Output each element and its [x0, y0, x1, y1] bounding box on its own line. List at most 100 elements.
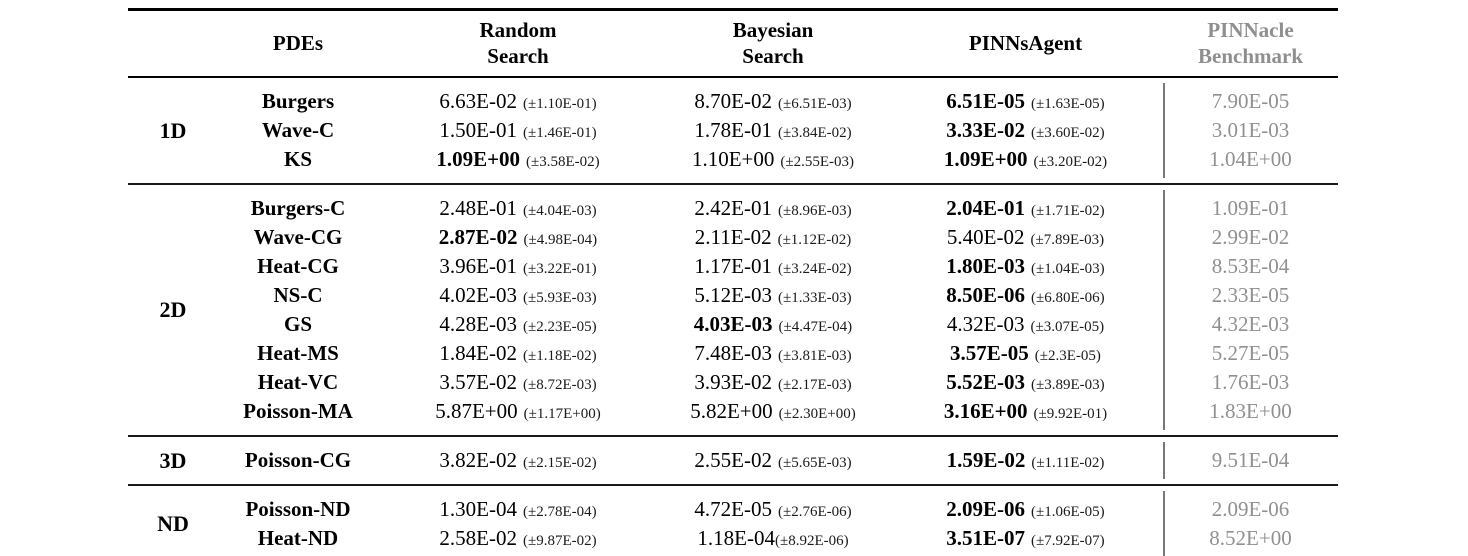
pinnsagent-std: (±1.06E-05) [1031, 504, 1105, 520]
benchmark-value: 7.90E-05 [1211, 89, 1290, 113]
pinnsagent-value: 8.50E-06 [946, 283, 1026, 307]
pinnsagent-std: (±2.3E-05) [1034, 348, 1101, 364]
table-row: Wave-CG 2.87E-02 (±4.98E-04) 2.11E-02 (±1.12… [128, 223, 1338, 252]
pinnsagent-std: (±1.04E-03) [1031, 261, 1105, 277]
pde-name: Poisson-CG [244, 448, 352, 472]
pinnsagent-value: 4.32E-03 [946, 312, 1025, 336]
bayesian-search-value: 1.78E-01 [694, 118, 772, 142]
table-row: Heat-CG 3.96E-01 (±3.22E-01) 1.17E-01 (±3.24… [128, 252, 1338, 281]
random-search-value: 3.57E-02 [439, 370, 517, 394]
bayesian-search-value: 2.11E-02 [694, 225, 772, 249]
bayesian-search-cell: 5.12E-03 (±1.33E-03) [658, 283, 888, 308]
pde-name: Burgers [261, 89, 335, 113]
random-search-value: 2.87E-02 [438, 225, 518, 249]
random-search-cell: 3.82E-02 (±2.15E-02) [378, 448, 658, 473]
random-search-cell: 2.58E-02 (±9.87E-02) [378, 526, 658, 551]
bayesian-search-std: (±3.24E-02) [777, 261, 852, 277]
pinnsagent-std: (±3.20E-02) [1033, 154, 1108, 170]
benchmark-value: 2.99E-02 [1211, 225, 1290, 249]
bayesian-search-value: 8.70E-02 [694, 89, 772, 113]
table-header: PDEs Random Search Bayesian Search PINNs… [128, 11, 1338, 78]
pinnsagent-cell: 4.32E-03 (±3.07E-05) [888, 312, 1163, 337]
pde-name: Heat-VC [257, 370, 339, 394]
random-search-value: 1.30E-04 [439, 497, 517, 521]
pde-name: Burgers-C [250, 196, 346, 220]
bayesian-search-cell: 5.82E+00 (±2.30E+00) [658, 399, 888, 424]
pinnsagent-cell: 2.09E-06 (±1.06E-05) [888, 497, 1163, 522]
benchmark-value: 1.76E-03 [1211, 370, 1290, 394]
random-search-value: 2.58E-02 [439, 526, 517, 550]
table-row: Poisson-MA 5.87E+00 (±1.17E+00) 5.82E+00 (±2… [128, 397, 1338, 426]
header-pinnacle-benchmark: PINNacle Benchmark [1198, 18, 1303, 68]
pinnsagent-value: 6.51E-05 [946, 89, 1026, 113]
pinnsagent-std: (±1.11E-02) [1031, 455, 1105, 471]
bayesian-search-cell: 2.55E-02 (±5.65E-03) [658, 448, 888, 473]
pinnsagent-std: (±9.92E-01) [1033, 406, 1108, 422]
dim-label-1d: 1D [159, 117, 187, 143]
random-search-std: (±5.93E-03) [522, 290, 597, 306]
pinnsagent-cell: 1.80E-03 (±1.04E-03) [888, 254, 1163, 279]
header-random-search: Random Search [479, 18, 557, 68]
pinnsagent-cell: 5.40E-02 (±7.89E-03) [888, 225, 1163, 250]
random-search-value: 1.50E-01 [439, 118, 517, 142]
benchmark-value: 2.33E-05 [1211, 283, 1290, 307]
random-search-value: 2.48E-01 [439, 196, 517, 220]
table-row: Heat-VC 3.57E-02 (±8.72E-03) 3.93E-02 (±2.17… [128, 368, 1338, 397]
table-row: Heat-ND 2.58E-02 (±9.87E-02) 1.18E-04(±8.92… [128, 524, 1338, 553]
benchmark-separator-line [1163, 442, 1165, 479]
random-search-std: (±3.58E-02) [526, 154, 600, 170]
pinnsagent-value: 5.40E-02 [946, 225, 1025, 249]
bayesian-search-cell: 4.03E-03 (±4.47E-04) [658, 312, 888, 337]
pinnsagent-value: 1.09E+00 [943, 147, 1028, 171]
random-search-cell: 3.96E-01 (±3.22E-01) [378, 254, 658, 279]
bayesian-search-value: 4.72E-05 [694, 497, 772, 521]
pinnsagent-cell: 6.51E-05 (±1.63E-05) [888, 89, 1163, 114]
pinnsagent-std: (±3.07E-05) [1030, 319, 1105, 335]
benchmark-value: 3.01E-03 [1211, 118, 1290, 142]
random-search-value: 3.82E-02 [439, 448, 517, 472]
bayesian-search-value: 5.12E-03 [694, 283, 772, 307]
random-search-cell: 5.87E+00 (±1.17E+00) [378, 399, 658, 424]
random-search-value: 6.63E-02 [439, 89, 517, 113]
bayesian-search-std: (±3.84E-02) [777, 125, 852, 141]
table-row: GS 4.28E-03 (±2.23E-05) 4.03E-03 (±4.47E-04)… [128, 310, 1338, 339]
benchmark-results-table: PDEs Random Search Bayesian Search PINNs… [128, 8, 1338, 556]
random-search-value: 3.96E-01 [439, 254, 517, 278]
pde-name: Wave-CG [253, 225, 343, 249]
bayesian-search-std: (±4.47E-04) [778, 319, 853, 335]
bayesian-search-value: 2.55E-02 [694, 448, 772, 472]
random-search-value: 4.28E-03 [439, 312, 517, 336]
bayesian-search-std: (±2.76E-06) [777, 504, 852, 520]
group-1d: 1D Burgers 6.63E-02 (±1.10E-01) 8.70E-02 (±6.… [128, 78, 1338, 185]
table-row: NS-C 4.02E-03 (±5.93E-03) 5.12E-03 (±1.33E-0… [128, 281, 1338, 310]
header-pinnsagent: PINNsAgent [968, 31, 1083, 55]
bayesian-search-std: (±3.81E-03) [777, 348, 852, 364]
bayesian-search-value: 1.17E-01 [694, 254, 772, 278]
benchmark-value: 2.09E-06 [1211, 497, 1290, 521]
pinnsagent-cell: 5.52E-03 (±3.89E-03) [888, 370, 1163, 395]
bayesian-search-cell: 1.17E-01 (±3.24E-02) [658, 254, 888, 279]
random-search-cell: 2.48E-01 (±4.04E-03) [378, 196, 658, 221]
random-search-std: (±2.78E-04) [522, 504, 597, 520]
random-search-cell: 1.50E-01 (±1.46E-01) [378, 118, 658, 143]
benchmark-value: 9.51E-04 [1211, 448, 1290, 472]
pinnsagent-cell: 3.51E-07 (±7.92E-07) [888, 526, 1163, 551]
benchmark-value: 1.83E+00 [1209, 399, 1292, 423]
bayesian-search-std: (±2.17E-03) [777, 377, 852, 393]
pinnsagent-cell: 1.59E-02 (±1.11E-02) [888, 448, 1163, 473]
pinnsagent-value: 2.09E-06 [946, 497, 1026, 521]
random-search-cell: 1.84E-02 (±1.18E-02) [378, 341, 658, 366]
bayesian-search-cell: 1.10E+00 (±2.55E-03) [658, 147, 888, 172]
random-search-std: (±1.10E-01) [522, 96, 597, 112]
table-row: Burgers-C 2.48E-01 (±4.04E-03) 2.42E-01 (±8.… [128, 194, 1338, 223]
pinnsagent-value: 3.16E+00 [943, 399, 1028, 423]
pinnsagent-cell: 8.50E-06 (±6.80E-06) [888, 283, 1163, 308]
table-row: KS 1.09E+00 (±3.58E-02) 1.10E+00 (±2.55E-03)… [128, 145, 1338, 174]
pinnsagent-value: 1.59E-02 [946, 448, 1026, 472]
pinnsagent-cell: 3.57E-05 (±2.3E-05) [888, 341, 1163, 366]
bayesian-search-value: 7.48E-03 [694, 341, 772, 365]
benchmark-value: 4.32E-03 [1211, 312, 1290, 336]
bayesian-search-std: (±5.65E-03) [777, 455, 852, 471]
bayesian-search-std: (±8.92E-06) [774, 533, 849, 549]
